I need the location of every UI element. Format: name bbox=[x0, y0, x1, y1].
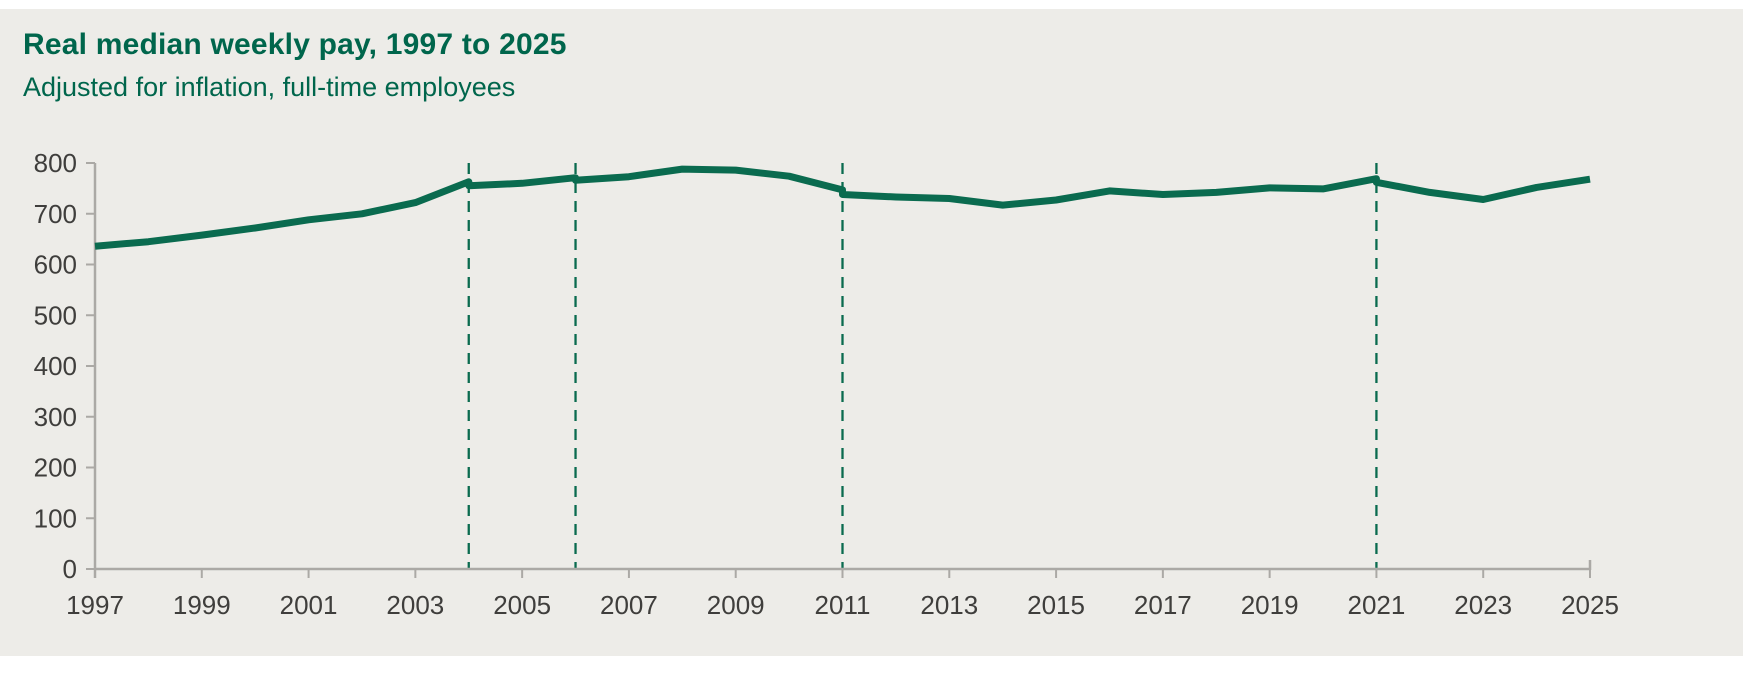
chart-card bbox=[0, 9, 1743, 656]
x-tick-label-2017: 2017 bbox=[1134, 590, 1192, 620]
y-tick-label-400: 400 bbox=[34, 351, 77, 381]
x-tick-label-2023: 2023 bbox=[1454, 590, 1512, 620]
x-tick-label-2003: 2003 bbox=[386, 590, 444, 620]
x-tick-label-2019: 2019 bbox=[1241, 590, 1299, 620]
x-tick-label-2007: 2007 bbox=[600, 590, 658, 620]
y-tick-label-800: 800 bbox=[34, 148, 77, 178]
x-tick-label-2025: 2025 bbox=[1561, 590, 1619, 620]
x-tick-label-2011: 2011 bbox=[815, 590, 871, 620]
y-tick-label-200: 200 bbox=[34, 453, 77, 483]
x-tick-label-2009: 2009 bbox=[707, 590, 765, 620]
x-tick-label-1999: 1999 bbox=[173, 590, 231, 620]
chart-subtitle: Adjusted for inflation, full-time employ… bbox=[23, 72, 516, 102]
y-tick-label-100: 100 bbox=[34, 503, 77, 533]
chart-title: Real median weekly pay, 1997 to 2025 bbox=[23, 28, 567, 61]
x-tick-label-2015: 2015 bbox=[1027, 590, 1085, 620]
x-tick-label-2021: 2021 bbox=[1348, 590, 1406, 620]
y-tick-label-500: 500 bbox=[34, 300, 77, 330]
x-tick-label-2001: 2001 bbox=[280, 590, 338, 620]
x-tick-label-2005: 2005 bbox=[493, 590, 551, 620]
y-tick-label-0: 0 bbox=[63, 554, 77, 584]
x-tick-label-2013: 2013 bbox=[920, 590, 978, 620]
x-tick-label-1997: 1997 bbox=[66, 590, 124, 620]
y-tick-label-300: 300 bbox=[34, 402, 77, 432]
y-tick-label-600: 600 bbox=[34, 250, 77, 280]
median-pay-line bbox=[94, 165, 1591, 250]
y-tick-label-700: 700 bbox=[34, 199, 77, 229]
